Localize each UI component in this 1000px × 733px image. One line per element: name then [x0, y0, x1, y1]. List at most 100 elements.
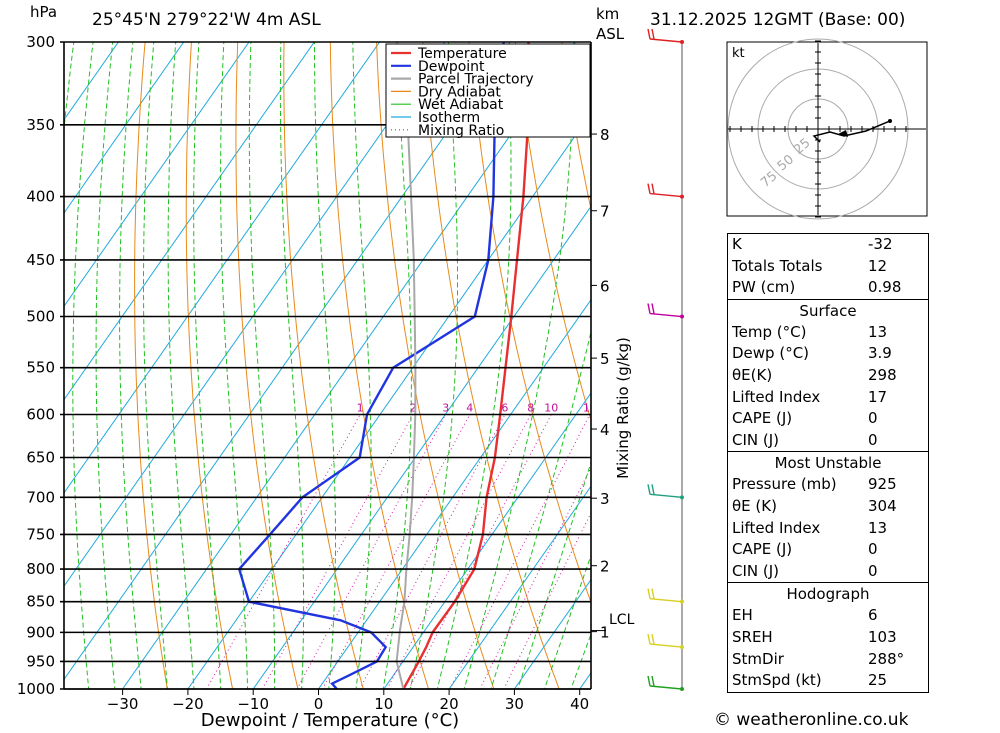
height-km-label: 1 [600, 624, 610, 642]
mixing-ratio-label: 1 [357, 401, 364, 414]
hodo-row: StmSpd (kt) 25 [732, 671, 888, 690]
x-tick-label: 0 [314, 695, 324, 713]
legend-label: Mixing Ratio [418, 123, 504, 139]
wet-adiabat-line [543, 553, 591, 689]
mixing-ratio-label: 2 [409, 401, 416, 414]
mixing-ratio-axis-title: Mixing Ratio (g/kg) [614, 337, 632, 479]
pressure-tick-label: 750 [26, 525, 55, 543]
dry-adiabat-line [283, 42, 364, 689]
dry-adiabat-line [134, 42, 168, 689]
wet-adiabat-line [72, 42, 94, 689]
isotherm-line [513, 578, 591, 689]
x-tick-label: 20 [440, 695, 459, 713]
wet-adiabat-line [352, 42, 372, 689]
height-km-label: 6 [600, 277, 610, 295]
pressure-tick-label: 700 [26, 488, 55, 506]
legend-label: Parcel Trajectory [418, 72, 534, 88]
mu-row: Pressure (mb) 925 [732, 475, 897, 494]
wet-adiabat-line [193, 42, 222, 689]
pressure-tick-label: 450 [26, 251, 55, 269]
wet-adiabat-line [570, 632, 591, 689]
height-km-label: 2 [600, 558, 610, 576]
pressure-tick-label: 850 [26, 593, 55, 611]
mixing-ratio-label: 4 [466, 401, 473, 414]
pressure-unit-label: hPa [30, 3, 58, 21]
mu-row: CIN (J) 0 [732, 561, 878, 580]
mu-row: CAPE (J) 0 [732, 540, 878, 559]
pressure-tick-label: 800 [26, 560, 55, 578]
isotherm-line [448, 485, 591, 689]
location-title: 25°45'N 279°22'W 4m ASL [92, 10, 321, 30]
pressure-tick-label: 950 [26, 652, 55, 670]
dry-adiabat-line [966, 5, 1000, 689]
height-km-label: 8 [600, 126, 610, 144]
surface-row: Lifted Index 17 [732, 387, 888, 406]
legend-label: Temperature [417, 46, 507, 62]
hodo-row: SREH 103 [732, 627, 897, 646]
wind-barb [647, 484, 684, 500]
pressure-tick-label: 600 [26, 405, 55, 423]
hodograph-unit: kt [732, 46, 745, 61]
mixing-ratio-line [262, 414, 414, 689]
surface-row: Dewp (°C) 3.9 [732, 344, 892, 363]
wet-adiabat-line [119, 42, 142, 689]
index-row: PW (cm) 0.98 [732, 278, 902, 297]
index-row: K -32 [732, 235, 893, 253]
isotherm-line [252, 205, 591, 689]
legend-label: Dewpoint [418, 59, 485, 75]
isotherm-line [64, 42, 381, 494]
isotherm-line [64, 42, 120, 121]
wet-adiabat-line [314, 42, 336, 689]
legend-label: Isotherm [418, 110, 480, 126]
credit-text: © weatheronline.co.uk [714, 710, 909, 730]
mu-row: θE (K) 304 [732, 496, 897, 515]
x-axis-title: Dewpoint / Temperature (°C) [201, 710, 459, 731]
pressure-tick-label: 350 [26, 116, 55, 134]
x-tick-label: 40 [570, 695, 589, 713]
surface-row: CIN (J) 0 [732, 430, 878, 449]
mixing-ratio-label: 3 [442, 401, 449, 414]
height-km-label: 5 [600, 350, 610, 368]
pressure-tick-label: 1000 [17, 680, 55, 698]
datetime-title: 31.12.2025 12GMT (Base: 00) [650, 10, 906, 30]
wet-adiabat-line [95, 42, 116, 689]
index-row: Totals Totals 12 [732, 256, 888, 275]
wet-adiabat-line [143, 42, 169, 689]
height-unit-label-asl: ASL [596, 25, 625, 43]
series-line-dewpoint [237, 42, 505, 689]
mixing-ratio-label: 25 [633, 401, 647, 414]
isotherm-line [64, 42, 250, 308]
lcl-label: LCL [609, 612, 635, 628]
surface-title: Surface [728, 298, 928, 322]
wind-barb [647, 303, 684, 319]
mixing-ratio-label: 10 [544, 401, 558, 414]
x-tick-label: −10 [237, 695, 269, 713]
pressure-tick-label: 900 [26, 623, 55, 641]
wet-adiabat-line [409, 42, 458, 689]
surface-row: CAPE (J) 0 [732, 409, 878, 428]
mixing-ratio-label: 8 [527, 401, 534, 414]
indices-table: K -32 Totals Totals 12 PW (cm) 0.98 Surface… [727, 233, 929, 693]
mixing-ratio-label: 6 [501, 401, 508, 414]
isotherm-line [64, 42, 185, 214]
isotherm-line [383, 392, 591, 689]
surface-row: Temp (°C) 13 [732, 322, 888, 341]
x-tick-label: −30 [107, 695, 139, 713]
pressure-tick-label: 500 [26, 308, 55, 326]
wind-barb [647, 28, 684, 44]
legend-label: Wet Adiabat [418, 97, 504, 113]
height-km-label: 4 [600, 421, 610, 439]
mixing-ratio-line [449, 414, 591, 689]
hodo-row: StmDir 288° [732, 649, 905, 668]
hodo-row: EH 6 [732, 606, 878, 625]
isotherm-line [317, 298, 591, 689]
pressure-tick-label: 400 [26, 188, 55, 206]
wind-barb [647, 588, 684, 604]
pressure-tick-label: 300 [26, 33, 55, 51]
x-tick-label: 30 [505, 695, 524, 713]
isotherm-line [64, 42, 315, 401]
x-tick-label: −20 [172, 695, 204, 713]
dry-adiabat-line [920, 5, 1000, 689]
